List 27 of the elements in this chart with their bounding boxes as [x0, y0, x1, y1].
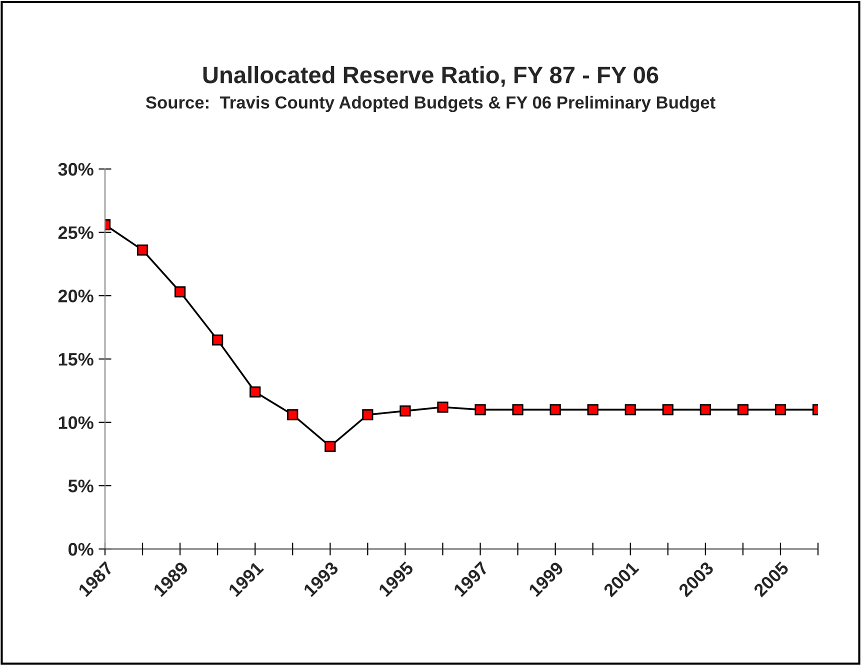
point [587, 404, 598, 416]
point [737, 404, 749, 416]
point [550, 404, 561, 416]
point [474, 404, 486, 416]
y-tick-label: 20% [58, 290, 94, 302]
chart-subtitle: Source: Travis County Adopted Budgets & FY 06 Preliminary Budget [146, 96, 716, 112]
point [136, 244, 148, 256]
y-tick-label: 5% [68, 480, 94, 492]
y-tick-label: 10% [58, 416, 94, 430]
point [662, 404, 674, 416]
y-tick-label: 30% [58, 162, 94, 176]
point [700, 404, 711, 416]
point [437, 402, 448, 413]
chart-title: Unallocated Reserve Ratio, FY 87 - FY 06 [203, 66, 658, 87]
point [287, 409, 298, 420]
y-tick-label: 25% [58, 226, 94, 240]
point [774, 404, 786, 416]
point [250, 386, 261, 398]
y-tick-label: 15% [58, 352, 94, 366]
point [624, 404, 636, 416]
point [512, 404, 524, 416]
point [212, 334, 224, 346]
y-tick-label: 0% [68, 542, 94, 556]
point [174, 286, 186, 298]
point [400, 405, 411, 416]
point [324, 440, 336, 452]
point [362, 409, 374, 420]
